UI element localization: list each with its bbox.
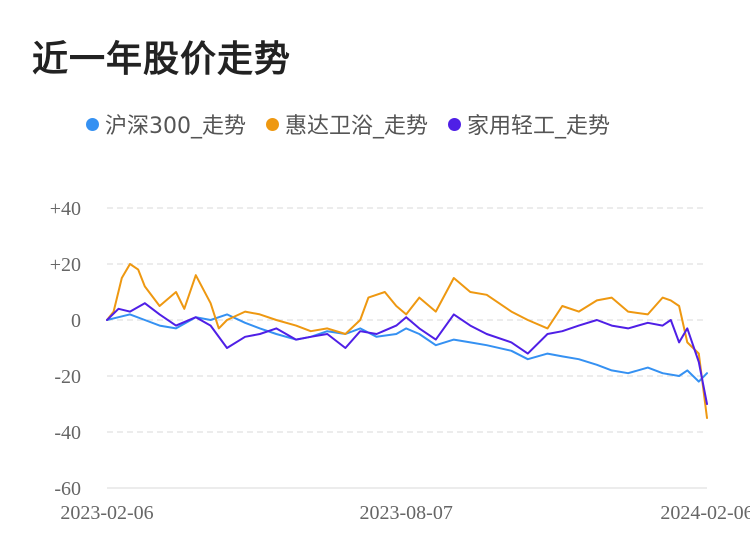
y-tick-label: -40 (54, 422, 81, 444)
legend-dot-hs300 (86, 117, 99, 131)
series-line-hs300 (106, 313, 708, 383)
y-tick-label: -20 (54, 366, 81, 388)
y-tick-label: 0 (71, 310, 81, 332)
series-line-hdwy (106, 263, 708, 419)
y-tick-label: +20 (50, 254, 81, 276)
x-tick-label: 2023-02-06 (60, 502, 153, 524)
legend-label-jyqg: 家用轻工_走势 (467, 114, 611, 139)
chart-title: 近一年股价走势 (32, 39, 292, 80)
series-line-jyqg (106, 302, 708, 405)
legend-dot-hdwy (266, 117, 279, 131)
legend-dot-jyqg (448, 117, 462, 131)
legend-label-hs300: 沪深300_走势 (105, 114, 246, 139)
x-tick-label: 2023-08-07 (360, 502, 453, 524)
legend-item-hs300[interactable]: 沪深300_走势 (86, 108, 246, 140)
legend: 沪深300_走势 惠达卫浴_走势 家用轻工_走势 (86, 108, 630, 140)
y-tick-label: +40 (50, 198, 81, 220)
x-tick-label: 2024-02-06 (660, 502, 750, 524)
legend-item-jyqg[interactable]: 家用轻工_走势 (448, 108, 610, 140)
legend-label-hdwy: 惠达卫浴_走势 (285, 114, 429, 139)
y-tick-label: -60 (54, 478, 81, 500)
legend-item-hdwy[interactable]: 惠达卫浴_走势 (266, 108, 428, 140)
